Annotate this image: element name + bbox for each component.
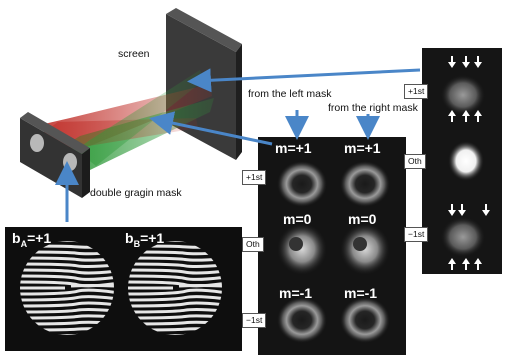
grating-line	[20, 307, 114, 314]
grating-line	[128, 295, 222, 302]
arrow-to-beam-icon	[149, 111, 273, 146]
panel-row-tag: Oth	[404, 154, 426, 169]
laser-beams	[44, 70, 214, 170]
grating-line	[20, 262, 114, 269]
grating-line	[128, 262, 222, 269]
grating-line	[128, 314, 222, 320]
panel-arrows	[448, 56, 490, 270]
arrow-up-icon	[448, 110, 456, 122]
arrow-down-icon	[448, 204, 456, 216]
grating-line	[128, 284, 222, 290]
grating-line	[20, 284, 114, 290]
mask-b-label: bB=+1	[125, 230, 165, 249]
screen-panel	[166, 8, 242, 160]
arrow-down-icon	[474, 56, 482, 68]
grating-line	[20, 301, 114, 308]
arrow-down-icon	[458, 204, 466, 216]
grating-line	[20, 274, 114, 281]
grid-right-m-label: m=+1	[344, 140, 381, 156]
grid-right-m-label: m=0	[348, 211, 377, 227]
grid-row-tag: +1st	[242, 170, 267, 185]
profile-panel-spots	[441, 75, 485, 257]
grating-line	[128, 268, 222, 275]
grid-right-m-label: m=-1	[344, 285, 378, 301]
grid-left-m-label: m=-1	[279, 285, 313, 301]
panel-row-tag: +1st	[404, 84, 429, 99]
mode-grid-rings	[277, 161, 390, 343]
arrow-down-icon	[482, 204, 490, 216]
grating-line	[128, 307, 222, 314]
grid-row-tag: Oth	[242, 237, 264, 252]
grating-line	[20, 295, 114, 302]
arrow-up-icon	[448, 258, 456, 270]
grating-line	[20, 256, 114, 262]
grating-line	[128, 274, 222, 281]
grating-line	[20, 268, 114, 275]
arrow-up-icon	[474, 110, 482, 122]
grating-line	[20, 288, 114, 296]
from-right-label: from the right mask	[328, 102, 418, 114]
screen-label: screen	[118, 48, 150, 60]
arrow-up-icon	[462, 258, 470, 270]
double-mask-label: double gragin mask	[90, 187, 182, 199]
grating-line	[128, 256, 222, 262]
grating-line	[20, 314, 114, 320]
panel-row-tag: −1st	[404, 227, 429, 242]
mask-a-label: bA=+1	[12, 230, 52, 249]
pointer-arrows	[55, 68, 421, 222]
arrow-up-icon	[474, 258, 482, 270]
grid-left-m-label: m=0	[283, 211, 312, 227]
arrow-down-icon	[462, 56, 470, 68]
grid-left-m-label: m=+1	[275, 140, 312, 156]
from-left-label: from the left mask	[248, 88, 332, 100]
arrow-down-icon	[448, 56, 456, 68]
grating-line	[128, 288, 222, 296]
grating-line	[128, 301, 222, 308]
grid-row-tag: −1st	[242, 313, 267, 328]
arrow-up-icon	[462, 110, 470, 122]
arrow-to-screen-icon	[187, 68, 421, 93]
